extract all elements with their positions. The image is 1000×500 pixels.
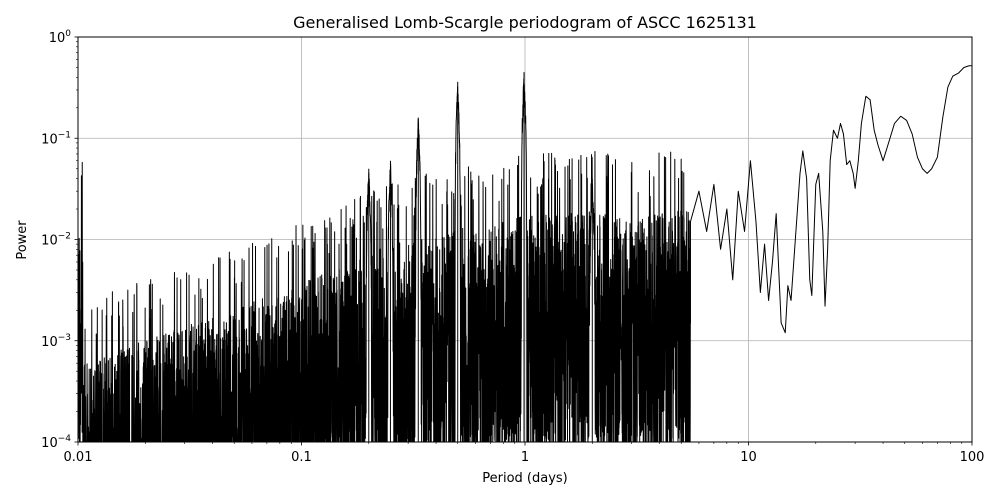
plot-frame	[77, 36, 973, 443]
y-tick-base: 10	[41, 335, 58, 350]
y-axis-label: Power	[15, 220, 30, 260]
y-tick-label: 10−2	[41, 232, 71, 249]
y-tick-exponent: −4	[58, 434, 72, 444]
minor-ticks	[76, 41, 963, 444]
y-tick-base: 10	[41, 132, 58, 147]
x-tick-label: 100	[960, 450, 985, 465]
y-tick-label: 10−4	[41, 434, 71, 451]
y-tick-base: 10	[41, 436, 58, 451]
y-tick-label: 10−1	[41, 130, 71, 147]
x-tick-label: 1	[521, 450, 529, 465]
y-tick-label: 10−3	[41, 333, 71, 350]
series-layer	[77, 65, 972, 443]
y-tick-label: 100	[49, 29, 72, 46]
y-tick-exponent: −2	[58, 232, 71, 242]
x-tick-labels: 0.01 0.1 1 10 100	[64, 450, 985, 465]
x-tick-label: 10	[740, 450, 757, 465]
y-tick-exponent: −3	[58, 333, 71, 343]
x-tick-label: 0.01	[64, 450, 93, 465]
x-tick-label: 0.1	[291, 450, 312, 465]
y-tick-base: 10	[41, 234, 58, 249]
x-axis-label: Period (days)	[482, 471, 568, 486]
y-tick-exponent: 0	[65, 29, 71, 39]
chart-title: Generalised Lomb-Scargle periodogram of …	[293, 13, 757, 32]
y-tick-base: 10	[49, 31, 66, 46]
periodogram-line	[77, 65, 972, 443]
plot-area	[74, 36, 973, 446]
y-tick-exponent: −1	[58, 130, 71, 140]
major-ticks	[74, 36, 973, 446]
